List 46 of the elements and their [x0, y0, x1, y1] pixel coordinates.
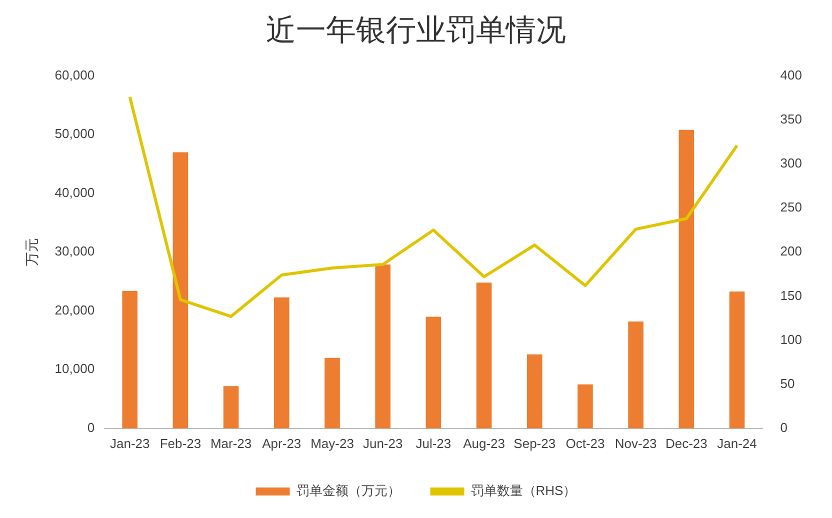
bar: [578, 384, 593, 428]
bar: [729, 291, 745, 428]
x-tick-label: Oct-23: [566, 436, 605, 451]
x-tick-label: Jan-23: [110, 436, 150, 451]
x-tick-label: Nov-23: [614, 436, 657, 451]
y2-tick-label: 200: [780, 244, 802, 259]
bar: [526, 354, 542, 428]
bar: [476, 282, 492, 428]
y-tick-label: 50,000: [54, 126, 95, 142]
x-tick-label: Feb-23: [160, 436, 202, 451]
x-tick-label: Jul-23: [416, 436, 452, 451]
x-tick-label: Sep-23: [514, 436, 556, 451]
y-tick-label: 20,000: [54, 302, 95, 318]
y2-tick-label: 350: [780, 111, 802, 126]
x-tick-label: Jan-24: [717, 436, 757, 451]
y2-tick-label: 0: [780, 420, 788, 435]
y-tick-label: 10,000: [54, 361, 95, 376]
x-tick-label: Dec-23: [665, 436, 708, 451]
bar: [678, 130, 694, 428]
bar: [375, 264, 390, 428]
x-tick-label: May-23: [310, 436, 354, 451]
bar: [426, 316, 442, 428]
bar: [628, 321, 644, 428]
y2-tick-label: 50: [780, 376, 795, 391]
y-tick-label: 40,000: [54, 184, 95, 200]
bar: [122, 290, 138, 428]
y-axis-title: 万元: [23, 238, 40, 266]
y2-tick-label: 250: [780, 200, 802, 215]
y2-tick-label: 100: [780, 332, 802, 347]
y2-tick-label: 400: [780, 67, 802, 82]
x-tick-label: Mar-23: [210, 436, 252, 451]
x-tick-label: Aug-23: [463, 436, 505, 451]
x-tick-label: Jun-23: [362, 436, 403, 451]
x-tick-label: Apr-23: [262, 436, 302, 451]
y-tick-label: 60,000: [54, 67, 95, 82]
bar: [172, 152, 188, 428]
bar: [324, 358, 340, 428]
bar: [223, 386, 239, 428]
y-tick-label: 30,000: [54, 244, 95, 259]
legend-label: 罚单金额（万元）: [296, 483, 400, 498]
legend-label: 罚单数量（RHS）: [470, 483, 576, 498]
y-tick-label: 0: [87, 420, 95, 435]
bar: [274, 297, 290, 428]
chart-title: 近一年银行业罚单情况: [265, 12, 567, 50]
y2-tick-label: 300: [780, 156, 802, 171]
y2-tick-label: 150: [780, 288, 802, 303]
